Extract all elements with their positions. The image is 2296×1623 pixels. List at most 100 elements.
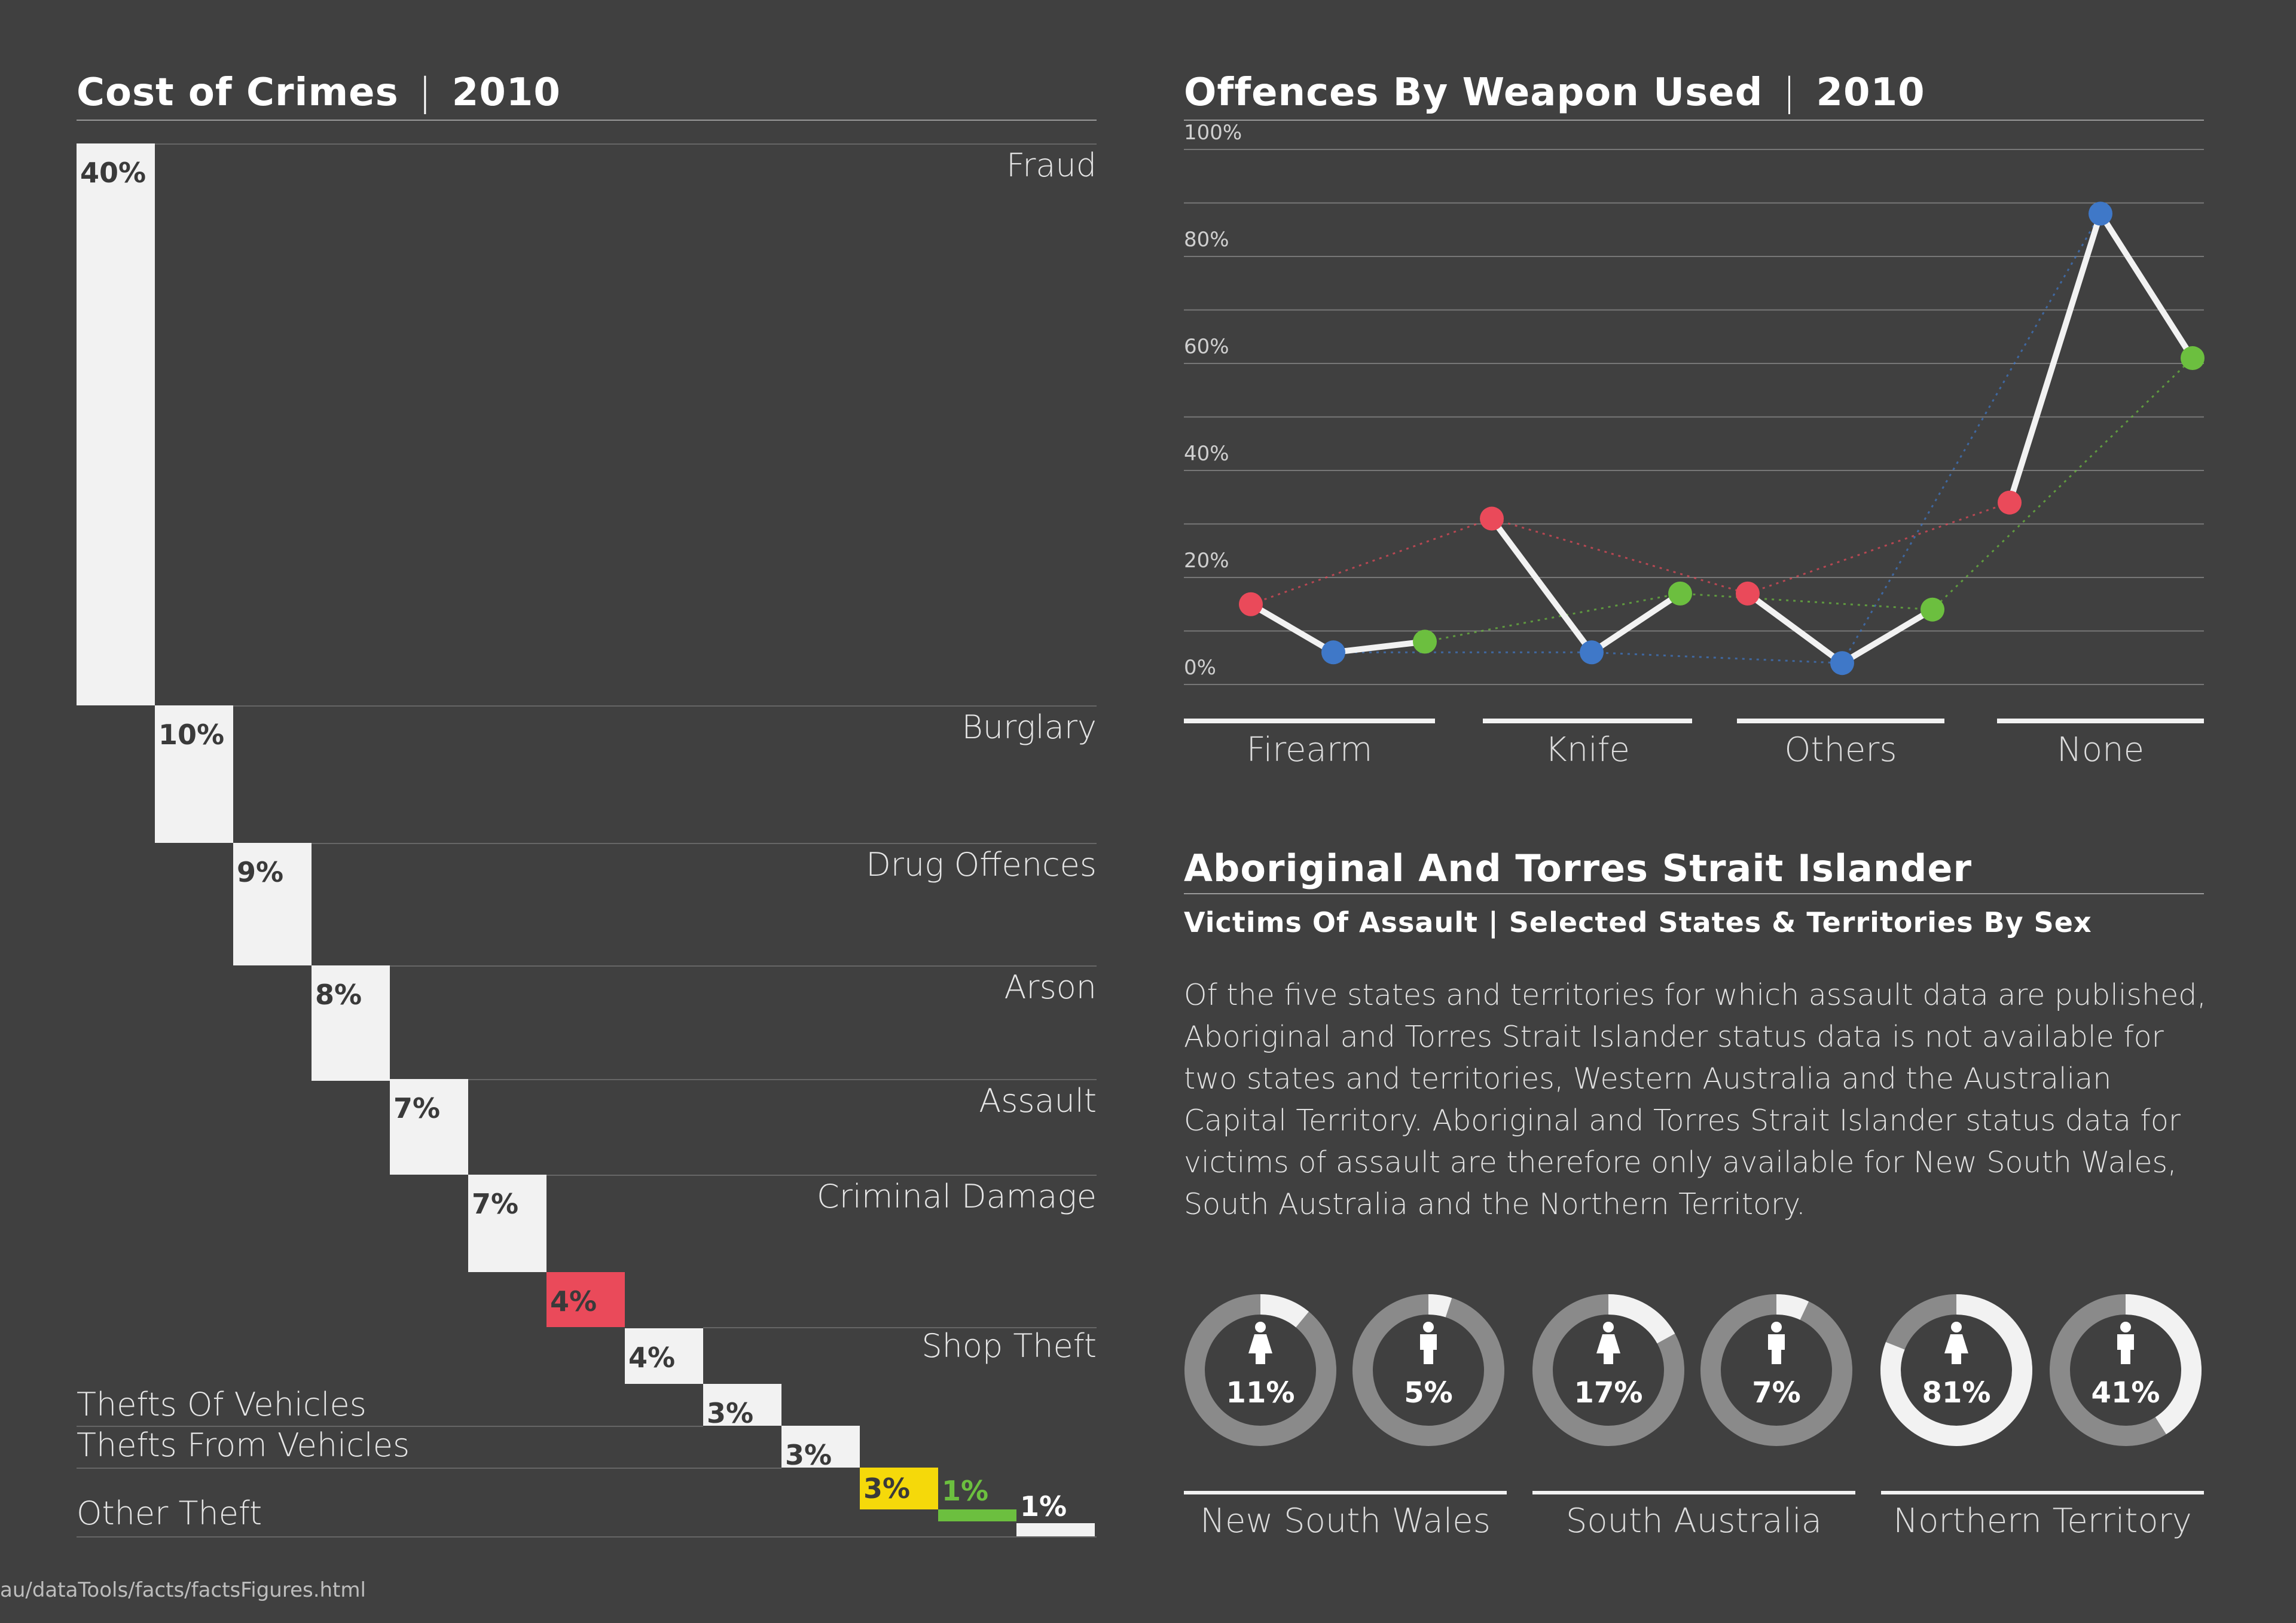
weapon-point	[1480, 506, 1504, 531]
cost-category-label: Assault	[979, 1082, 1097, 1120]
donut-value-arc	[1352, 1294, 1504, 1446]
weapon-category-bar	[1997, 719, 2204, 723]
cost-bar-value: 7%	[472, 1188, 519, 1220]
cost-bar	[781, 1426, 860, 1468]
cost-bar	[155, 705, 233, 843]
cost-category-label: Burglary	[961, 708, 1097, 746]
cost-row-rule	[390, 965, 1097, 967]
weapon-y-tick: 0%	[1184, 656, 1216, 680]
cost-row-rule	[77, 1468, 781, 1469]
aboriginal-paragraph: Of the five states and territories for w…	[1184, 978, 2206, 1221]
cost-bar	[390, 1079, 468, 1175]
male-icon	[1420, 1322, 1437, 1364]
weapon-point	[2089, 201, 2112, 226]
cost-bar	[546, 1272, 625, 1327]
cost-bar	[77, 143, 155, 705]
cost-category-label: Thefts Of Vehicles	[77, 1386, 367, 1423]
weapon-series-line	[1424, 357, 2194, 643]
cost-title-main: Cost of Crimes	[77, 71, 399, 115]
donut-percent: 7%	[1752, 1376, 1801, 1410]
cost-bar-value: 1%	[942, 1475, 989, 1507]
weapon-point	[1736, 581, 1760, 606]
donut-value-arc	[1184, 1294, 1336, 1446]
cost-bar	[233, 843, 312, 965]
cost-bar-value: 4%	[550, 1285, 597, 1318]
weapon-title-main: Offences By Weapon Used	[1184, 71, 1763, 115]
cost-bar-value: 3%	[785, 1439, 832, 1471]
cost-row-rule	[703, 1327, 1097, 1328]
weapon-y-tick: 40%	[1184, 442, 1229, 466]
cost-title-year: 2010	[451, 71, 561, 115]
cost-bar	[860, 1468, 938, 1509]
cost-bar-value: 8%	[315, 979, 362, 1011]
weapon-title-year: 2010	[1816, 71, 1925, 115]
aboriginal-title-rule	[1184, 893, 2204, 894]
cost-chart-title: Cost of Crimes | 2010	[77, 71, 561, 115]
cost-row-rule	[312, 843, 1097, 844]
weapon-category-label: Others	[1784, 730, 1897, 769]
female-icon	[1944, 1322, 1968, 1364]
cost-row-rule	[77, 1536, 1097, 1538]
aboriginal-title: Aboriginal And Torres Strait Islander	[1184, 846, 1973, 890]
donut-percent: 5%	[1404, 1376, 1453, 1410]
weapon-series-line	[1250, 502, 2010, 606]
cost-category-label: Fraud	[1006, 146, 1097, 184]
cost-bar	[468, 1175, 546, 1272]
weapon-y-tick: 80%	[1184, 228, 1229, 252]
weapon-chart-title: Offences By Weapon Used | 2010	[1184, 71, 1925, 115]
cost-category-label: Shop Theft	[921, 1327, 1097, 1365]
region-bar	[1184, 1491, 1507, 1494]
cost-row-rule	[155, 143, 1097, 145]
cost-bar	[938, 1509, 1016, 1521]
weapon-point	[1998, 490, 2022, 515]
cost-category-label: Thefts From Vehicles	[77, 1426, 410, 1464]
weapon-point	[1830, 651, 1854, 676]
donut-value-arc	[2050, 1294, 2202, 1446]
aboriginal-subtitle: Victims Of Assault | Selected States & T…	[1184, 906, 2092, 939]
male-icon	[2117, 1322, 2134, 1364]
weapon-category-label: Knife	[1545, 730, 1630, 769]
cost-bar-value: 3%	[863, 1472, 911, 1505]
male-icon	[1768, 1322, 1785, 1364]
weapon-series-line	[1333, 213, 2102, 664]
cost-bar	[703, 1384, 781, 1426]
region-label: Northern Territory	[1893, 1502, 2192, 1541]
weapon-category-bar	[1483, 719, 1692, 723]
cost-bar-value: 9%	[237, 856, 284, 888]
weapon-point	[1239, 592, 1263, 616]
weapon-category-label: Firearm	[1246, 730, 1373, 769]
region-label: South Australia	[1565, 1502, 1822, 1541]
female-icon	[1596, 1322, 1620, 1364]
weapon-y-tick: 60%	[1184, 335, 1229, 359]
region-label: New South Wales	[1200, 1502, 1491, 1541]
cost-bar	[312, 965, 390, 1081]
weapon-point	[1321, 640, 1345, 665]
cost-bar-value: 7%	[393, 1092, 441, 1124]
weapon-category-label: None	[2056, 730, 2145, 769]
weapon-point	[1413, 629, 1437, 654]
cost-row-rule	[77, 1426, 703, 1427]
cost-bar-value: 1%	[1020, 1490, 1067, 1523]
cost-bar-value: 3%	[707, 1397, 754, 1429]
source-text: au/dataTools/facts/factsFigures.html	[0, 1578, 366, 1602]
cost-row-rule	[546, 1175, 1097, 1176]
donut-value-arc	[1880, 1294, 2032, 1446]
region-bar	[1881, 1491, 2204, 1494]
donut-percent: 17%	[1574, 1376, 1643, 1410]
cost-bar	[1016, 1523, 1095, 1536]
donut-percent: 11%	[1226, 1376, 1295, 1410]
donut-value-arc	[1532, 1294, 1684, 1446]
donut-percent: 81%	[1922, 1376, 1991, 1410]
cost-category-label: Arson	[1004, 968, 1097, 1006]
cost-bar	[625, 1328, 703, 1384]
cost-category-label: Criminal Damage	[817, 1178, 1097, 1215]
cost-row-rule	[233, 705, 1097, 707]
weapon-y-tick: 100%	[1184, 121, 1242, 145]
weapon-point	[1668, 581, 1692, 606]
cost-category-label: Other Theft	[77, 1494, 262, 1532]
weapon-category-bar	[1184, 719, 1435, 723]
weapon-point	[1921, 597, 1944, 622]
female-icon	[1248, 1322, 1272, 1364]
